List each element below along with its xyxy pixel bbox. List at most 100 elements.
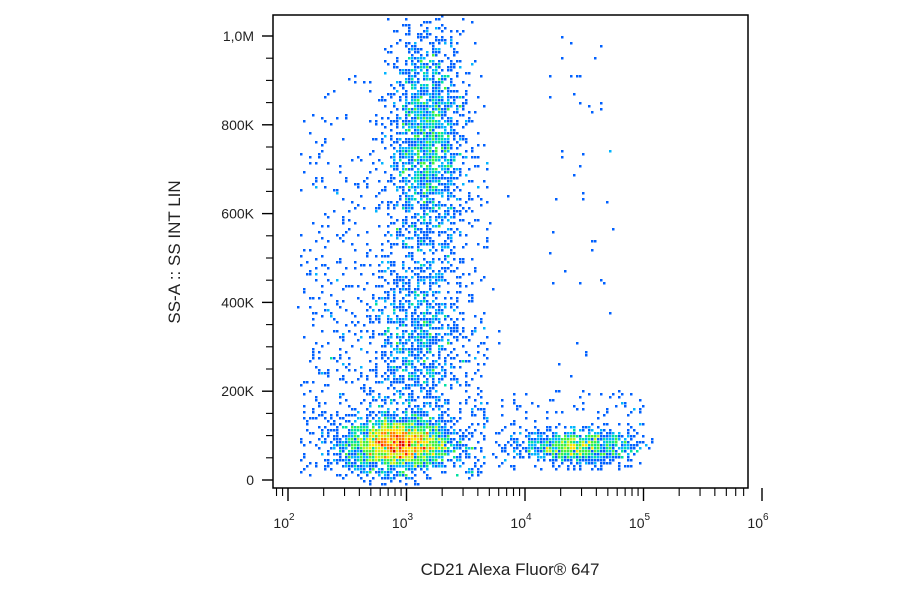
event-dot <box>630 411 633 414</box>
event-dot <box>438 120 441 123</box>
event-dot <box>459 234 462 237</box>
event-dot <box>423 321 426 324</box>
event-dot <box>327 459 330 462</box>
event-dot <box>414 75 417 78</box>
event-dot <box>441 177 444 180</box>
event-dot <box>483 246 486 249</box>
event-dot <box>510 423 513 426</box>
event-dot <box>405 207 408 210</box>
event-dot <box>408 225 411 228</box>
event-dot <box>369 468 372 471</box>
event-dot <box>417 243 420 246</box>
event-dot <box>516 447 519 450</box>
event-dot <box>411 99 414 102</box>
event-dot <box>405 276 408 279</box>
event-dot <box>429 174 432 177</box>
event-dot <box>426 120 429 123</box>
event-dot <box>540 447 543 450</box>
event-dot <box>390 399 393 402</box>
event-dot <box>396 450 399 453</box>
event-dot <box>429 126 432 129</box>
event-dot <box>312 354 315 357</box>
event-dot <box>360 471 363 474</box>
event-dot <box>417 306 420 309</box>
event-dot <box>405 105 408 108</box>
event-dot <box>405 348 408 351</box>
event-dot <box>513 438 516 441</box>
event-dot <box>417 105 420 108</box>
event-dot <box>411 177 414 180</box>
event-dot <box>456 51 459 54</box>
event-dot <box>417 429 420 432</box>
event-dot <box>405 435 408 438</box>
event-dot <box>435 150 438 153</box>
event-dot <box>459 429 462 432</box>
event-dot <box>432 363 435 366</box>
event-dot <box>381 123 384 126</box>
event-dot <box>315 465 318 468</box>
event-dot <box>369 402 372 405</box>
event-dot <box>393 288 396 291</box>
event-dot <box>435 54 438 57</box>
event-dot <box>351 312 354 315</box>
event-dot <box>528 441 531 444</box>
event-dot <box>339 336 342 339</box>
event-dot <box>594 444 597 447</box>
event-dot <box>486 357 489 360</box>
event-dot <box>312 357 315 360</box>
event-dot <box>411 414 414 417</box>
event-dot <box>456 432 459 435</box>
event-dot <box>435 315 438 318</box>
event-dot <box>390 333 393 336</box>
event-dot <box>633 435 636 438</box>
event-dot <box>585 456 588 459</box>
event-dot <box>375 429 378 432</box>
event-dot <box>384 126 387 129</box>
event-dot <box>456 120 459 123</box>
event-dot <box>627 459 630 462</box>
event-dot <box>627 447 630 450</box>
event-dot <box>597 444 600 447</box>
event-dot <box>387 438 390 441</box>
event-dot <box>432 171 435 174</box>
event-dot <box>348 450 351 453</box>
event-dot <box>417 72 420 75</box>
event-dot <box>414 48 417 51</box>
event-dot <box>435 156 438 159</box>
event-dot <box>384 420 387 423</box>
event-dot <box>429 426 432 429</box>
event-dot <box>573 432 576 435</box>
event-dot <box>411 321 414 324</box>
event-dot <box>402 153 405 156</box>
event-dot <box>426 426 429 429</box>
event-dot <box>453 438 456 441</box>
event-dot <box>312 381 315 384</box>
event-dot <box>306 381 309 384</box>
event-dot <box>408 180 411 183</box>
event-dot <box>303 291 306 294</box>
event-dot <box>417 420 420 423</box>
event-dot <box>486 168 489 171</box>
event-dot <box>405 108 408 111</box>
event-dot <box>621 450 624 453</box>
event-dot <box>435 450 438 453</box>
event-dot <box>393 156 396 159</box>
event-dot <box>390 273 393 276</box>
event-dot <box>399 234 402 237</box>
event-dot <box>414 66 417 69</box>
event-dot <box>420 165 423 168</box>
event-dot <box>456 30 459 33</box>
event-dot <box>426 294 429 297</box>
event-dot <box>363 423 366 426</box>
event-dot <box>447 180 450 183</box>
event-dot <box>402 141 405 144</box>
event-dot <box>564 447 567 450</box>
event-dot <box>348 330 351 333</box>
event-dot <box>408 459 411 462</box>
event-dot <box>417 201 420 204</box>
event-dot <box>426 141 429 144</box>
event-dot <box>396 81 399 84</box>
event-dot <box>450 174 453 177</box>
event-dot <box>423 186 426 189</box>
event-dot <box>417 417 420 420</box>
